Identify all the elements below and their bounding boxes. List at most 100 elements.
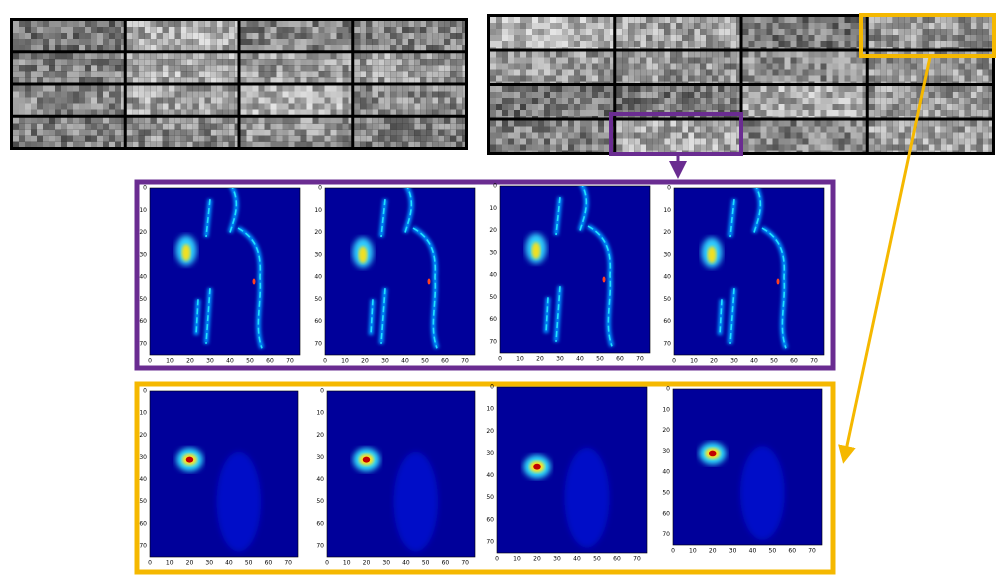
filter-pixel xyxy=(550,81,556,83)
filter-pixel xyxy=(330,33,337,39)
filter-pixel xyxy=(103,123,109,130)
filter-pixel xyxy=(252,97,259,104)
filter-pixel xyxy=(85,97,91,104)
filter-pixel xyxy=(616,29,623,35)
filter-pixel xyxy=(868,75,875,82)
filter-pixel xyxy=(520,110,526,116)
filter-pixel xyxy=(490,120,496,127)
filter-pixel xyxy=(138,135,145,142)
filter-cell xyxy=(490,17,614,49)
filter-pixel xyxy=(670,35,677,41)
filter-pixel xyxy=(904,23,911,29)
filter-pixel xyxy=(174,103,181,110)
filter-pixel xyxy=(378,103,385,110)
filter-pixel xyxy=(67,45,73,51)
filter-pixel xyxy=(934,116,941,118)
filter-pixel xyxy=(550,35,556,41)
filter-pixel xyxy=(706,17,713,23)
x-tick-label: 10 xyxy=(516,356,524,363)
filter-pixel xyxy=(288,135,295,142)
filter-pixel xyxy=(568,81,574,83)
filter-cell xyxy=(616,17,740,49)
heatmap-content xyxy=(699,442,785,540)
filter-pixel xyxy=(282,141,289,147)
filter-pixel xyxy=(234,45,238,51)
filter-pixel xyxy=(192,135,199,142)
filter-pixel xyxy=(384,77,391,83)
filter-pixel xyxy=(964,92,971,98)
filter-pixel xyxy=(664,138,671,145)
filter-pixel xyxy=(988,98,992,104)
filter-pixel xyxy=(432,129,439,136)
faint xyxy=(740,446,785,540)
filter-pixel xyxy=(91,45,97,51)
filter-pixel xyxy=(294,59,301,66)
filter-pixel xyxy=(622,92,629,98)
filter-pixel xyxy=(372,85,379,92)
filter-pixel xyxy=(862,47,866,49)
filter-pixel xyxy=(508,75,514,82)
filter-pixel xyxy=(826,23,833,29)
filter-pixel xyxy=(312,123,319,130)
filter-pixel xyxy=(270,123,277,130)
filter-pixel xyxy=(736,116,740,118)
filter-pixel xyxy=(688,92,695,98)
filter-pixel xyxy=(31,33,37,39)
filter-pixel xyxy=(910,23,917,29)
filter-pixel xyxy=(192,71,199,78)
filter-pixel xyxy=(420,85,427,92)
filter-pixel xyxy=(426,77,433,83)
filter-pixel xyxy=(916,92,923,98)
filter-pixel xyxy=(408,21,415,27)
hot-core xyxy=(185,456,194,463)
filter-pixel xyxy=(736,150,740,152)
filter-pixel xyxy=(85,103,91,110)
filter-pixel xyxy=(67,117,73,124)
filter-pixel xyxy=(496,132,502,139)
filter-pixel xyxy=(802,69,809,76)
filter-pixel xyxy=(784,132,791,139)
filter-pixel xyxy=(312,141,319,147)
filter-pixel xyxy=(580,150,586,152)
filter-pixel xyxy=(396,103,403,110)
filter-pixel xyxy=(354,91,361,98)
filter-pixel xyxy=(652,144,659,151)
filter-pixel xyxy=(976,126,983,133)
filter-pixel xyxy=(682,98,689,104)
filter-pixel xyxy=(514,51,520,58)
filter-pixel xyxy=(604,81,610,83)
filter-pixel xyxy=(456,33,463,39)
filter-pixel xyxy=(67,135,73,142)
filter-pixel xyxy=(766,126,773,133)
filter-pixel xyxy=(526,23,532,29)
filter-pixel xyxy=(688,150,695,152)
filter-pixel xyxy=(772,126,779,133)
filter-pixel xyxy=(742,144,749,151)
filter-pixel xyxy=(682,92,689,98)
filter-pixel xyxy=(186,103,193,110)
filter-pixel xyxy=(868,69,875,76)
filter-pixel xyxy=(820,120,827,127)
filter-pixel xyxy=(526,104,532,110)
filter-pixel xyxy=(556,57,562,64)
filter-pixel xyxy=(97,39,103,45)
filter-pixel xyxy=(228,71,235,78)
filter-pixel xyxy=(946,150,953,152)
filter-pixel xyxy=(496,57,502,64)
filter-pixel xyxy=(426,85,433,92)
filter-pixel xyxy=(622,126,629,133)
x-tick-label: 60 xyxy=(790,358,798,365)
heatmap-content xyxy=(701,188,789,350)
filter-pixel xyxy=(228,27,235,33)
filter-pixel xyxy=(432,123,439,130)
filter-pixel xyxy=(312,33,319,39)
filter-pixel xyxy=(132,21,139,27)
filter-pixel xyxy=(616,69,623,76)
filter-pixel xyxy=(682,41,689,47)
filter-pixel xyxy=(330,53,337,60)
filter-pixel xyxy=(216,45,223,51)
filter-pixel xyxy=(150,53,157,60)
filter-pixel xyxy=(826,69,833,76)
filter-pixel xyxy=(556,126,562,133)
filter-pixel xyxy=(37,135,43,142)
